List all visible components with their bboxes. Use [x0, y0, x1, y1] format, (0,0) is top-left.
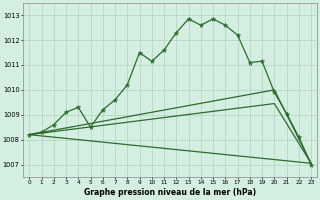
X-axis label: Graphe pression niveau de la mer (hPa): Graphe pression niveau de la mer (hPa) — [84, 188, 256, 197]
